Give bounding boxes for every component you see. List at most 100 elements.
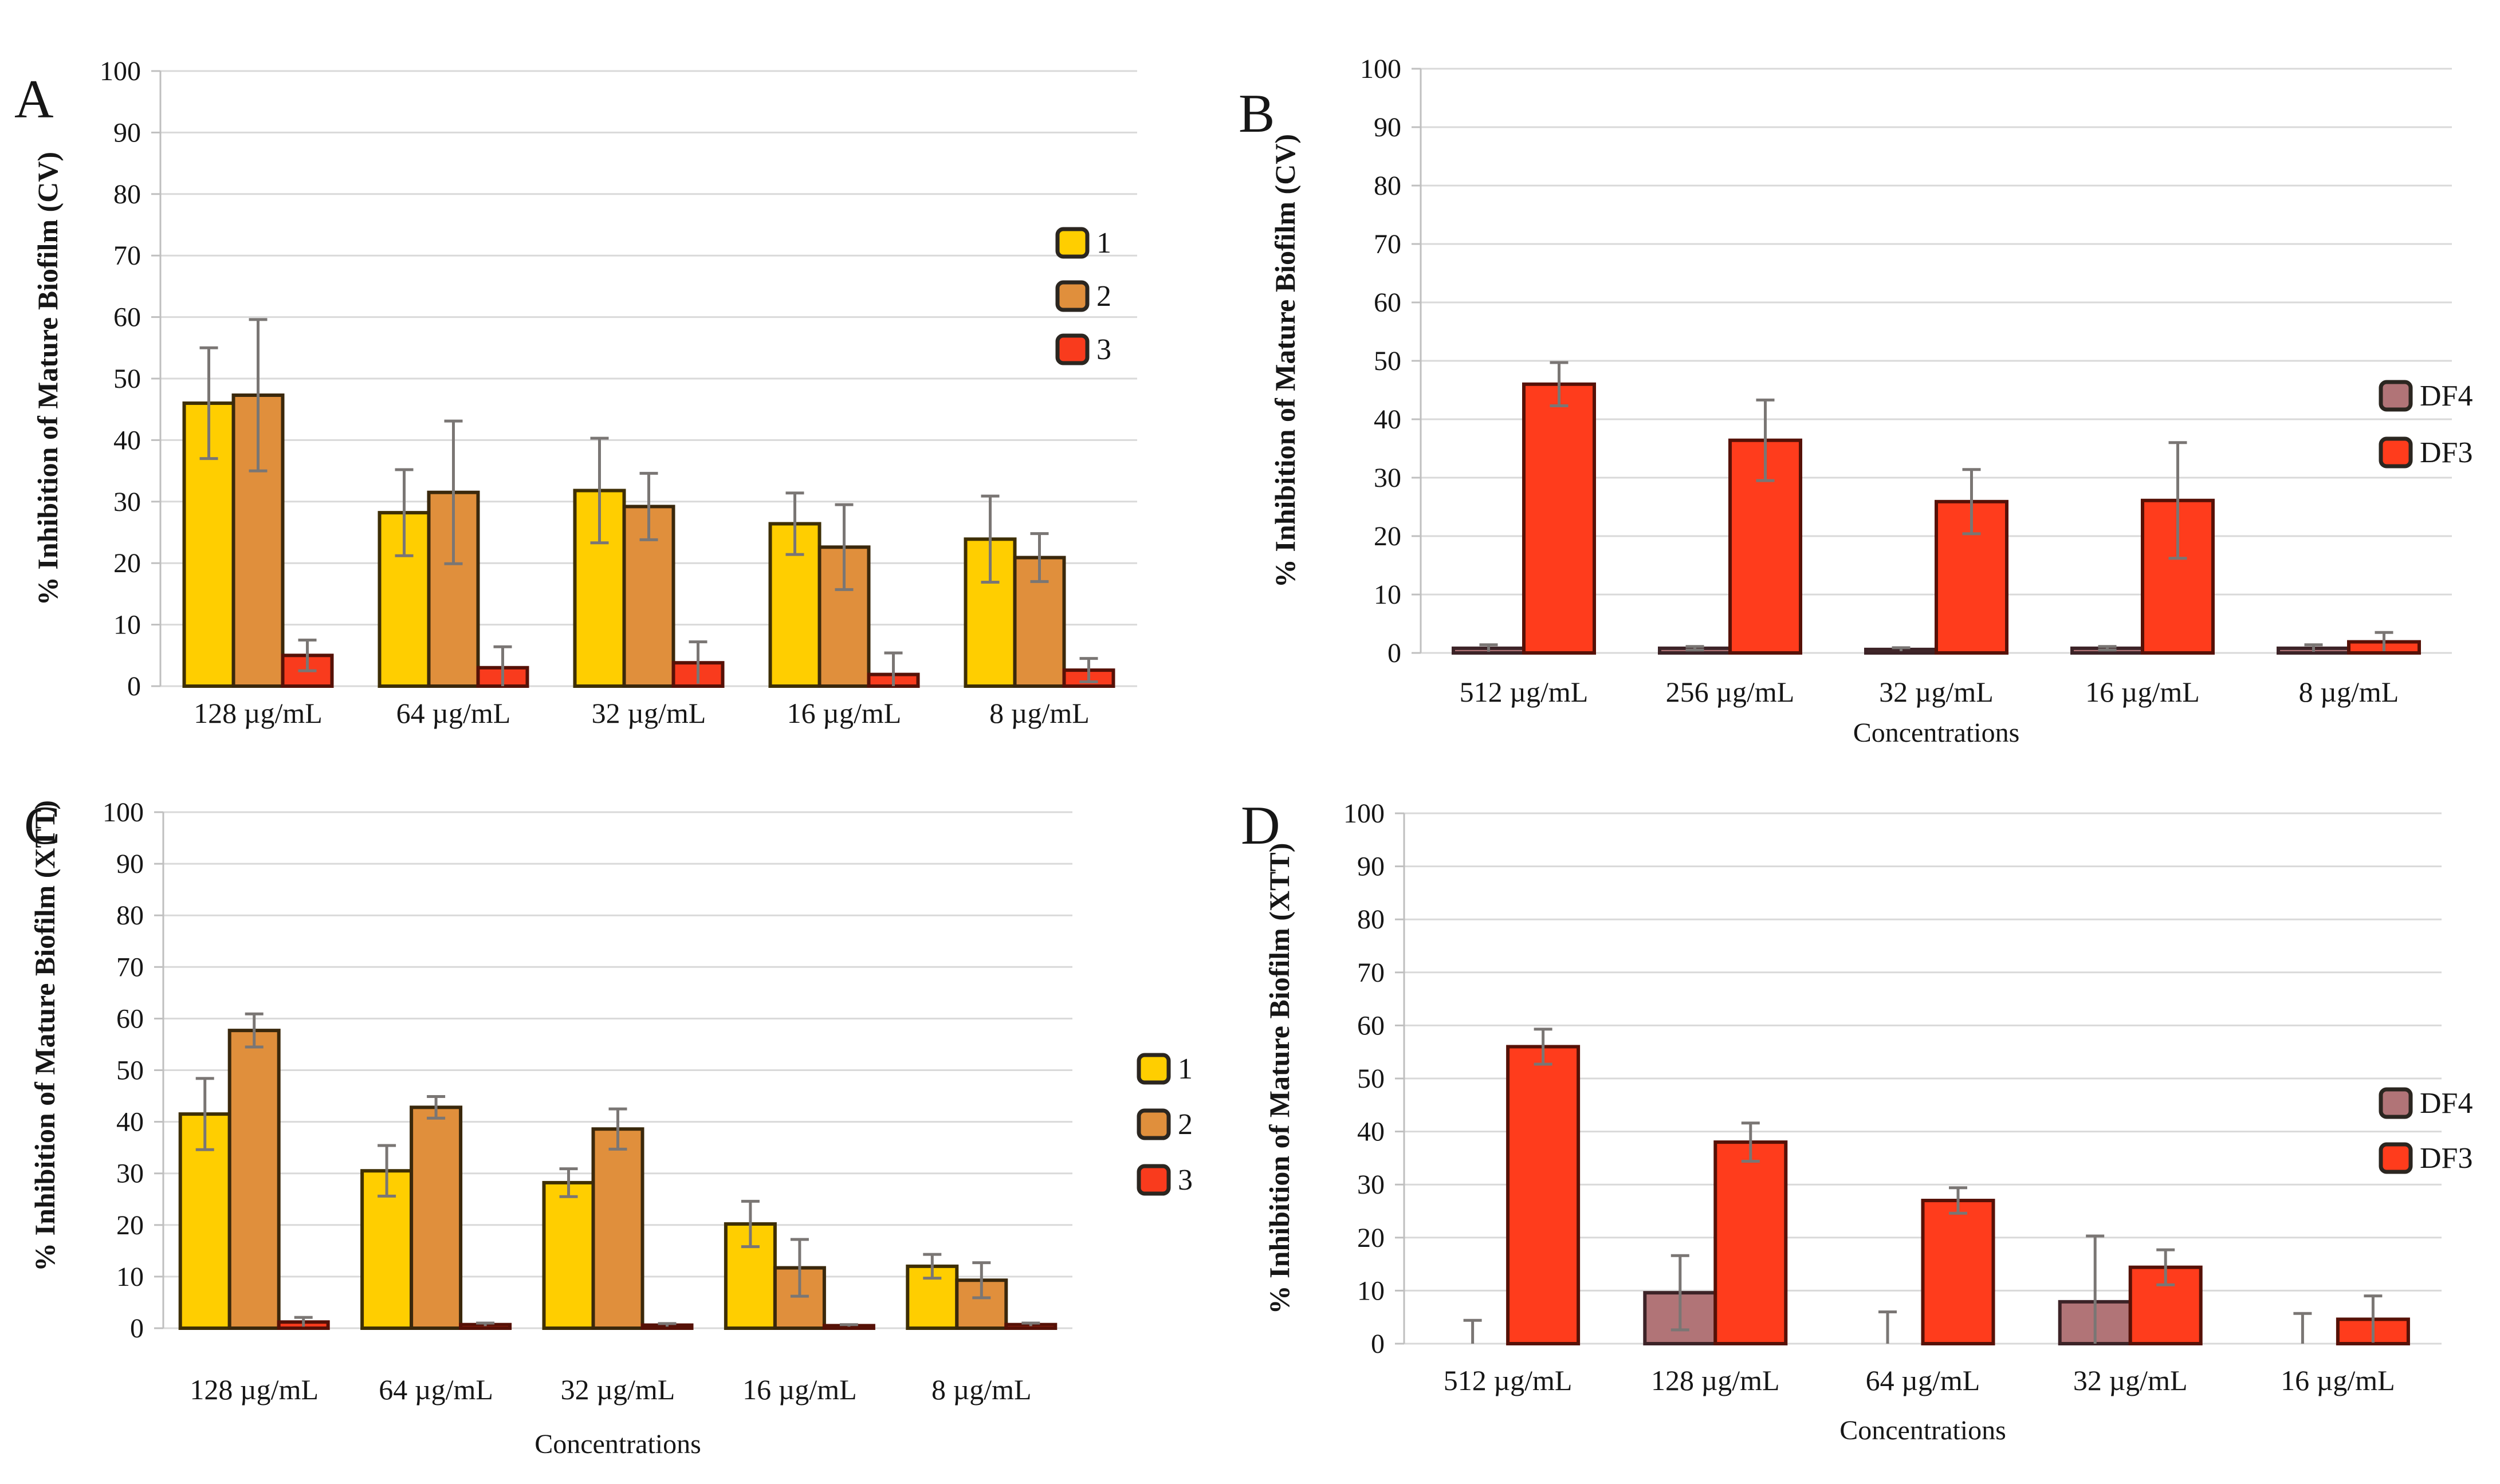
y-tick-label: 60	[1357, 1010, 1385, 1041]
y-tick-label: 80	[1374, 171, 1401, 201]
chart-panel-a: 0 10 20 30 40 50 60 70 80 90 100 % Inhibition of Ma…	[14, 56, 1137, 729]
y-tick-label: 50	[116, 1056, 144, 1086]
y-tick-label: 40	[116, 1107, 144, 1137]
y-tick-label: 30	[1374, 463, 1401, 493]
x-category-label: 512 µg/mL	[1460, 676, 1589, 708]
x-axis-title: Concentrations	[534, 1429, 701, 1459]
legend-swatch-DF3	[2379, 436, 2413, 469]
y-tick-label: 90	[113, 117, 141, 148]
x-category-label: 64 µg/mL	[396, 697, 511, 729]
x-category-label: 16 µg/mL	[787, 697, 902, 729]
legend-label-DF3: DF3	[2420, 1142, 2473, 1175]
bar-C-2-64	[410, 1105, 463, 1330]
y-tick-label: 70	[1357, 958, 1385, 988]
y-tick-label: 100	[100, 56, 141, 86]
x-category-label: 8 µg/mL	[989, 697, 1090, 729]
x-category-label: 32 µg/mL	[592, 697, 706, 729]
legend-swatch-DF3	[2379, 1142, 2413, 1174]
x-category-label: 8 µg/mL	[931, 1373, 1032, 1406]
legend-swatch-2	[1137, 1108, 1171, 1140]
chart-panel-b: 0 10 20 30 40 50 60 70 80 90 100 % Inhibition of Ma…	[1239, 54, 2473, 748]
y-tick-label: 20	[113, 548, 141, 578]
y-tick-label: 100	[103, 797, 144, 828]
x-category-label: 128 µg/mL	[190, 1373, 319, 1406]
legend-swatch-1	[1137, 1053, 1171, 1085]
y-tick-label: 10	[113, 610, 141, 640]
y-tick-label: 70	[116, 952, 144, 982]
x-axis-title: Concentrations	[1853, 718, 2020, 748]
y-tick-label: 10	[116, 1262, 144, 1292]
y-tick-label: 90	[116, 849, 144, 879]
legend-swatch-DF4	[2379, 380, 2413, 412]
y-tick-label: 30	[116, 1159, 144, 1189]
x-category-label: 32 µg/mL	[1879, 676, 1994, 708]
y-tick-label: 40	[1357, 1117, 1385, 1147]
y-tick-label: 90	[1374, 112, 1401, 143]
y-tick-label: 70	[113, 241, 141, 271]
x-category-label: 8 µg/mL	[2299, 676, 2399, 708]
y-tick-label: 50	[113, 364, 141, 394]
y-tick-label: 100	[1360, 54, 1401, 84]
bar-D-DF3-512	[1506, 1045, 1581, 1345]
bar-A-1-8	[964, 537, 1017, 688]
legend-swatch-2	[1055, 280, 1090, 312]
x-category-label: 64 µg/mL	[379, 1373, 493, 1406]
legend-label-DF4: DF4	[2420, 1087, 2473, 1120]
y-tick-label: 80	[116, 900, 144, 931]
panel-letter-d: D	[1241, 795, 1280, 856]
y-axis-title: % Inhibition of Mature Biofilm (CV)	[1269, 134, 1301, 588]
y-tick-label: 40	[113, 425, 141, 455]
x-category-label: 32 µg/mL	[561, 1373, 675, 1406]
panel-letter-a: A	[14, 69, 54, 129]
y-tick-label: 100	[1343, 798, 1385, 829]
legend-swatch-DF4	[2379, 1087, 2413, 1119]
legend-label-3: 3	[1178, 1164, 1193, 1196]
y-tick-label: 0	[1387, 638, 1401, 668]
x-category-label: 16 µg/mL	[742, 1373, 857, 1406]
y-tick-label: 30	[1357, 1170, 1385, 1200]
legend-label-1: 1	[1096, 227, 1111, 259]
legend-swatch-3	[1055, 333, 1090, 365]
panel-letter-c: C	[24, 795, 60, 856]
x-axis-title: Concentrations	[1839, 1415, 2006, 1446]
x-category-label: 16 µg/mL	[2085, 676, 2200, 708]
y-tick-label: 10	[1374, 580, 1401, 610]
x-category-label: 16 µg/mL	[2281, 1364, 2395, 1396]
legend-swatch-1	[1055, 227, 1090, 259]
legend-label-2: 2	[1178, 1108, 1193, 1141]
bar-D-DF3-128	[1713, 1140, 1788, 1345]
legend-swatch-3	[1137, 1164, 1171, 1196]
y-tick-label: 90	[1357, 852, 1385, 882]
bar-D-DF3-64	[1921, 1198, 1995, 1345]
legend-label-DF3: DF3	[2420, 436, 2473, 469]
y-tick-label: 60	[113, 302, 141, 333]
x-category-label: 512 µg/mL	[1444, 1364, 1573, 1396]
y-tick-label: 20	[1357, 1223, 1385, 1253]
legend-label-2: 2	[1096, 280, 1111, 313]
bar-C-2-128	[227, 1029, 281, 1330]
y-tick-label: 10	[1357, 1276, 1385, 1306]
x-category-label: 128 µg/mL	[194, 697, 323, 729]
y-tick-label: 40	[1374, 404, 1401, 435]
y-tick-label: 0	[127, 671, 141, 702]
y-axis-title: % Inhibition of Mature Biofilm (XTT)	[29, 800, 61, 1272]
y-tick-label: 50	[1357, 1064, 1385, 1094]
y-tick-label: 20	[1374, 521, 1401, 552]
y-tick-label: 80	[113, 179, 141, 210]
bar-B-DF3-512	[1522, 382, 1596, 655]
x-category-label: 128 µg/mL	[1651, 1364, 1780, 1396]
y-tick-label: 70	[1374, 229, 1401, 259]
chart-panel-d: 0 10 20 30 40 50 60 70 80 90 100 % Inhibition of Ma…	[1241, 795, 2473, 1446]
panel-letter-b: B	[1239, 83, 1275, 144]
x-category-label: 32 µg/mL	[2073, 1364, 2188, 1396]
y-tick-label: 80	[1357, 904, 1385, 935]
x-category-label: 256 µg/mL	[1666, 676, 1795, 708]
y-tick-label: 0	[1371, 1329, 1385, 1359]
y-axis-title: % Inhibition of Mature Biofilm (CV)	[32, 152, 64, 605]
y-tick-label: 20	[116, 1210, 144, 1241]
y-tick-label: 60	[116, 1003, 144, 1034]
y-tick-label: 30	[113, 487, 141, 517]
legend-label-1: 1	[1178, 1053, 1193, 1085]
x-category-label: 64 µg/mL	[1866, 1364, 1980, 1396]
